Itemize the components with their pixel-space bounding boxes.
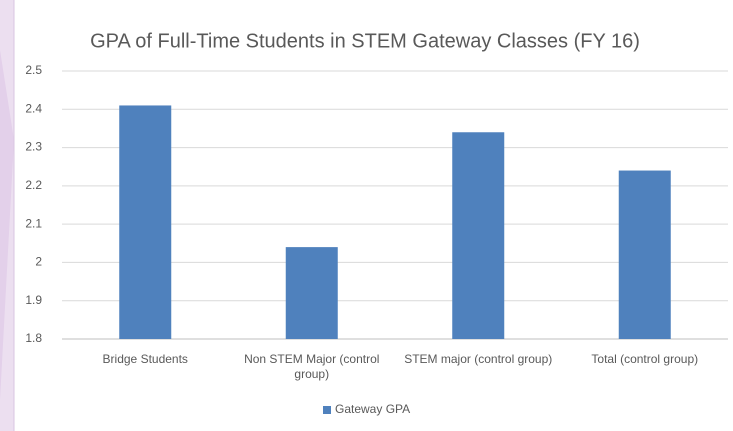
bar [452,132,505,339]
bar [119,105,172,339]
y-tick-label: 2.3 [25,140,42,154]
y-tick-label: 2.2 [25,178,42,192]
y-tick-label: 2.4 [25,101,42,115]
y-tick-label: 2.5 [25,63,42,77]
y-tick-label: 2 [35,255,42,269]
bar [285,247,338,339]
y-tick-label: 2.1 [25,216,42,230]
x-tick-label: Total (control group) [591,352,699,366]
y-tick-label: 1.9 [25,293,42,307]
bar [618,170,671,339]
x-tick-label: STEM major (control group) [404,352,553,366]
x-tick-label: Non STEM Major (control group) [244,352,380,381]
legend-swatch [323,406,331,414]
legend-label: Gateway GPA [335,402,410,416]
side-decoration [0,50,14,400]
chart-title: GPA of Full-Time Students in STEM Gatewa… [90,30,640,52]
y-tick-label: 1.8 [25,331,42,345]
x-tick-label: Bridge Students [102,352,188,366]
